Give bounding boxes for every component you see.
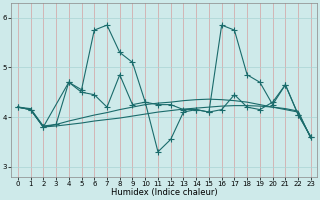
X-axis label: Humidex (Indice chaleur): Humidex (Indice chaleur) — [111, 188, 218, 197]
